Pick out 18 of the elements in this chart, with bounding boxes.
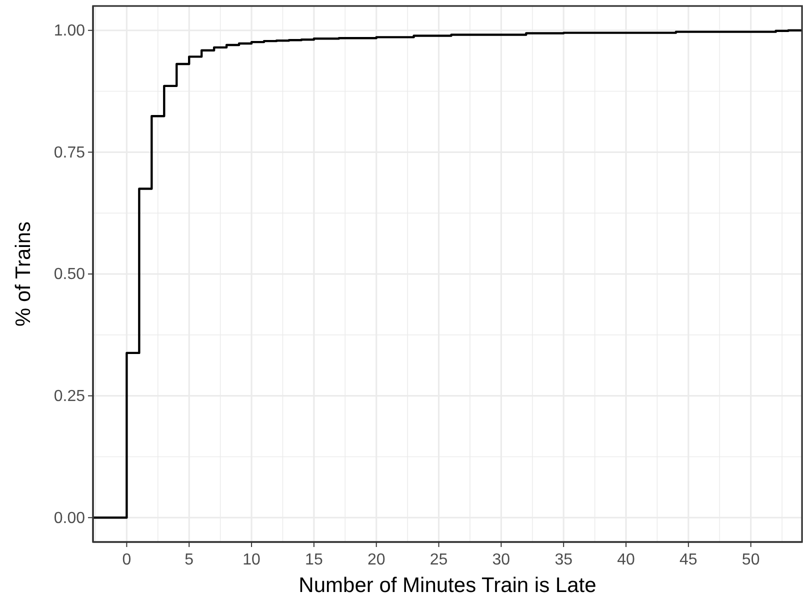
x-tick-label: 10 xyxy=(242,551,261,568)
x-tick-label: 25 xyxy=(430,551,448,568)
y-tick-label: 1.00 xyxy=(54,22,86,40)
x-tick-label: 0 xyxy=(122,551,132,568)
y-tick-label: 0.75 xyxy=(54,144,86,162)
x-tick-label: 30 xyxy=(492,551,510,568)
x-tick-label: 15 xyxy=(305,551,323,568)
y-axis-title: % of Trains xyxy=(12,221,35,327)
x-tick-label: 45 xyxy=(680,551,698,568)
y-tick-label: 0.25 xyxy=(54,388,86,405)
y-tick-label: 0.50 xyxy=(54,266,86,284)
y-tick-label: 0.00 xyxy=(54,510,86,527)
x-tick-label: 5 xyxy=(184,551,194,568)
x-axis-title: Number of Minutes Train is Late xyxy=(298,574,596,597)
x-tick-label: 50 xyxy=(742,551,760,568)
x-tick-label: 20 xyxy=(367,551,386,568)
x-tick-label: 40 xyxy=(617,551,635,568)
x-tick-label: 35 xyxy=(554,551,573,568)
